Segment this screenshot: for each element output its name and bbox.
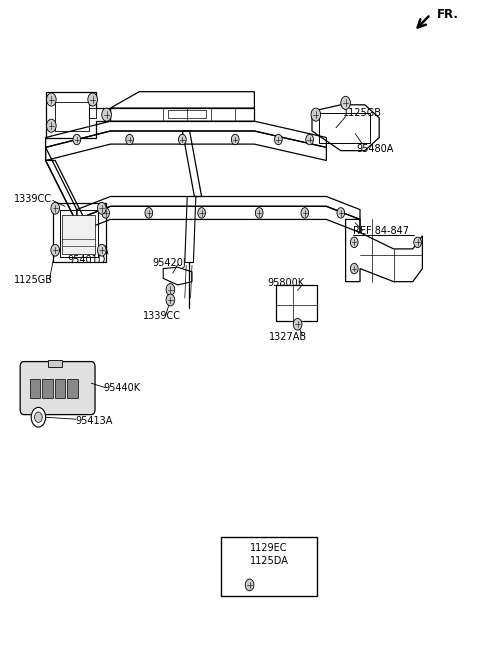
Circle shape [126, 134, 133, 145]
Circle shape [102, 108, 111, 121]
Circle shape [51, 244, 60, 256]
Circle shape [337, 208, 345, 218]
Bar [221, 537, 317, 596]
Circle shape [245, 579, 254, 591]
Text: 95413A: 95413A [76, 415, 113, 426]
Text: 95420J: 95420J [153, 258, 186, 269]
Circle shape [102, 208, 109, 218]
Text: 95401D: 95401D [67, 255, 106, 265]
Bar [30, 379, 40, 398]
Bar [67, 379, 78, 398]
Bar [62, 215, 95, 254]
FancyBboxPatch shape [20, 362, 95, 415]
Text: 1339CC: 1339CC [14, 194, 52, 204]
Text: 1339CC: 1339CC [143, 310, 181, 321]
Text: FR.: FR. [437, 8, 459, 21]
Circle shape [293, 318, 302, 330]
Bar [42, 379, 53, 398]
Text: 95440K: 95440K [103, 383, 140, 394]
Circle shape [179, 134, 186, 145]
Circle shape [341, 96, 350, 109]
Bar [168, 110, 206, 118]
Circle shape [166, 294, 175, 306]
Circle shape [255, 208, 263, 218]
Bar [48, 360, 62, 367]
Text: 95480A: 95480A [356, 144, 394, 155]
Text: 1125GB: 1125GB [343, 107, 382, 118]
Circle shape [231, 134, 239, 145]
Circle shape [47, 119, 56, 132]
Bar [276, 285, 317, 321]
Circle shape [350, 263, 358, 274]
Text: 1129EC: 1129EC [250, 543, 287, 553]
Circle shape [350, 237, 358, 248]
Circle shape [275, 134, 282, 145]
Bar [60, 210, 98, 257]
Text: 1327AB: 1327AB [269, 332, 307, 343]
Circle shape [145, 208, 153, 218]
Bar [53, 203, 106, 262]
Bar [319, 113, 370, 143]
Circle shape [47, 93, 56, 106]
Circle shape [51, 202, 60, 214]
Text: 1125GB: 1125GB [14, 275, 53, 286]
Circle shape [198, 208, 205, 218]
Text: REF 84-847: REF 84-847 [353, 225, 409, 236]
Circle shape [31, 407, 46, 427]
Circle shape [88, 93, 97, 106]
Circle shape [73, 134, 81, 145]
Circle shape [97, 202, 106, 214]
Circle shape [306, 134, 313, 145]
Circle shape [35, 412, 42, 422]
Circle shape [414, 237, 421, 248]
Text: 1125DA: 1125DA [250, 556, 288, 567]
Circle shape [97, 244, 106, 256]
Circle shape [301, 208, 309, 218]
Circle shape [311, 108, 321, 121]
Text: 95800K: 95800K [268, 278, 305, 288]
Circle shape [166, 284, 175, 295]
Bar [55, 379, 65, 398]
